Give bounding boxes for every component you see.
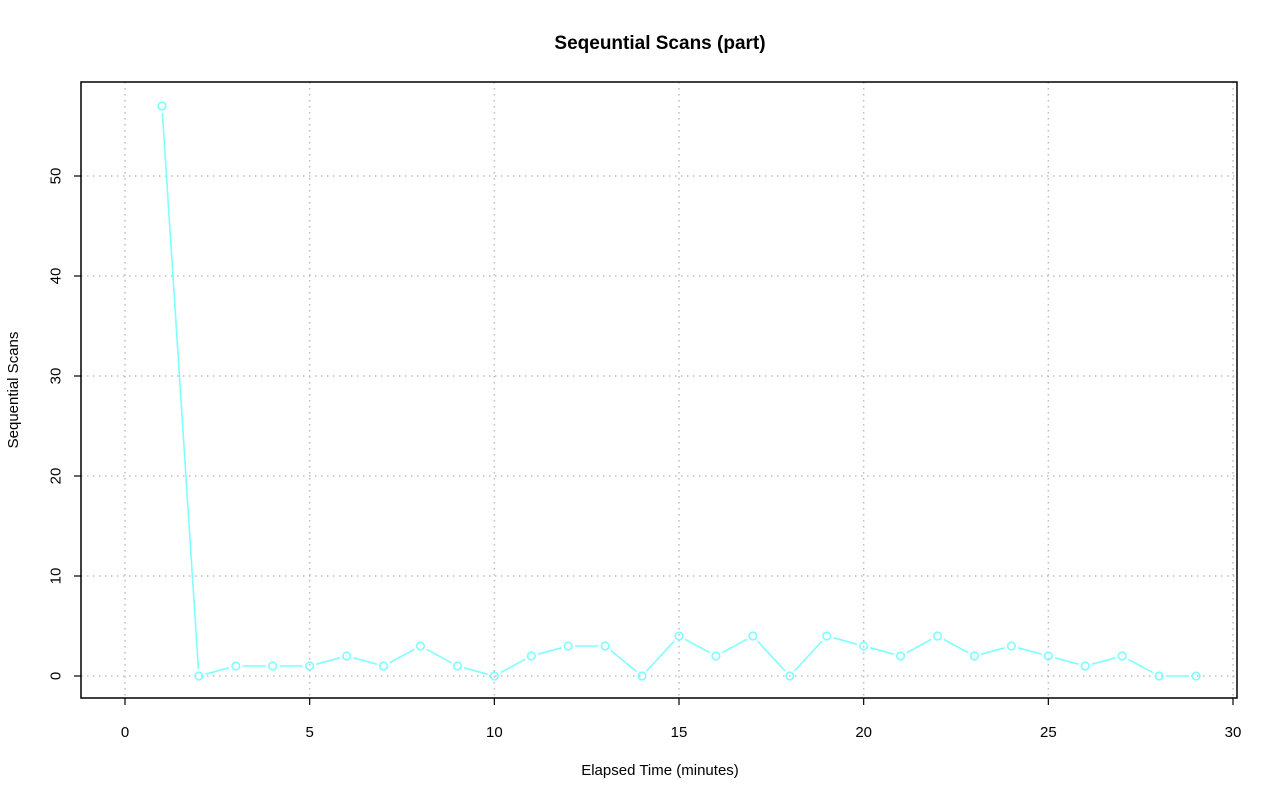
data-point <box>637 671 647 681</box>
data-point <box>194 671 204 681</box>
y-tick-label: 30 <box>48 368 65 385</box>
data-point <box>859 641 869 651</box>
series-line-segment <box>1054 657 1079 665</box>
x-tick-label: 5 <box>305 724 313 741</box>
data-point <box>268 661 278 671</box>
series-line-segment <box>870 647 895 655</box>
data-point <box>1006 641 1017 651</box>
series-line-segment <box>205 667 230 675</box>
data-point <box>378 661 389 671</box>
series-line-segment <box>537 647 562 655</box>
data-point <box>711 651 721 661</box>
y-tick-label: 40 <box>48 268 65 285</box>
data-point <box>600 641 610 651</box>
series-line-segment <box>793 640 823 672</box>
y-axis: 0 10 20 30 40 50 <box>48 168 81 680</box>
series-line-segment <box>721 638 748 654</box>
series-line-segment <box>426 648 452 664</box>
y-axis-label: Sequential Scans <box>5 332 22 449</box>
data-point <box>895 651 906 661</box>
data-point <box>526 651 536 661</box>
data-point <box>822 631 832 641</box>
data-point <box>231 661 241 671</box>
data-point <box>452 661 463 671</box>
x-tick-label: 0 <box>121 724 129 741</box>
data-point <box>1154 671 1164 681</box>
y-tick-label: 20 <box>48 468 65 485</box>
series-layer <box>157 101 1201 681</box>
series-line-segment <box>610 649 638 673</box>
series-line-segment <box>463 667 488 675</box>
series-line-segment <box>1017 647 1042 655</box>
data-point <box>489 671 499 681</box>
series-line-segment <box>906 638 932 654</box>
x-tick-label: 15 <box>671 724 688 741</box>
data-point <box>674 631 684 641</box>
series-line-segment <box>389 648 415 664</box>
series-line-segment <box>161 112 200 670</box>
x-axis: 0 5 10 15 20 25 30 <box>121 698 1242 741</box>
data-point <box>563 641 573 651</box>
data-point <box>1117 651 1127 661</box>
plot-frame <box>80 81 1238 699</box>
series-line-segment <box>500 658 526 674</box>
series-line-segment <box>646 640 675 672</box>
series-line-segment <box>684 638 711 654</box>
grid-lines <box>81 82 1237 698</box>
x-tick-label: 10 <box>486 724 503 741</box>
y-tick-label: 0 <box>48 672 65 680</box>
y-tick-label: 50 <box>48 168 65 185</box>
data-point <box>785 671 795 681</box>
data-point <box>342 651 352 661</box>
series-line-segment <box>981 647 1005 655</box>
data-point <box>748 631 758 641</box>
series-line-segment <box>833 637 858 645</box>
y-tick-label: 10 <box>48 568 65 585</box>
data-point <box>1043 651 1053 661</box>
series-line-segment <box>1091 657 1116 665</box>
x-tick-label: 25 <box>1040 724 1057 741</box>
data-point <box>157 101 167 111</box>
data-point <box>969 651 980 661</box>
series-line-segment <box>757 640 786 672</box>
data-point <box>415 641 426 651</box>
x-tick-label: 30 <box>1225 724 1242 741</box>
data-point <box>1080 661 1090 671</box>
data-point <box>1191 671 1201 681</box>
data-point <box>932 631 943 641</box>
series-line-segment <box>1127 658 1154 674</box>
series-line-segment <box>943 638 969 654</box>
series-line-segment <box>316 657 341 665</box>
chart-title: Seqeuntial Scans (part) <box>554 33 765 54</box>
series-line-segment <box>353 657 377 665</box>
x-tick-label: 20 <box>855 724 872 741</box>
data-point <box>305 661 315 671</box>
x-axis-label: Elapsed Time (minutes) <box>581 762 739 779</box>
